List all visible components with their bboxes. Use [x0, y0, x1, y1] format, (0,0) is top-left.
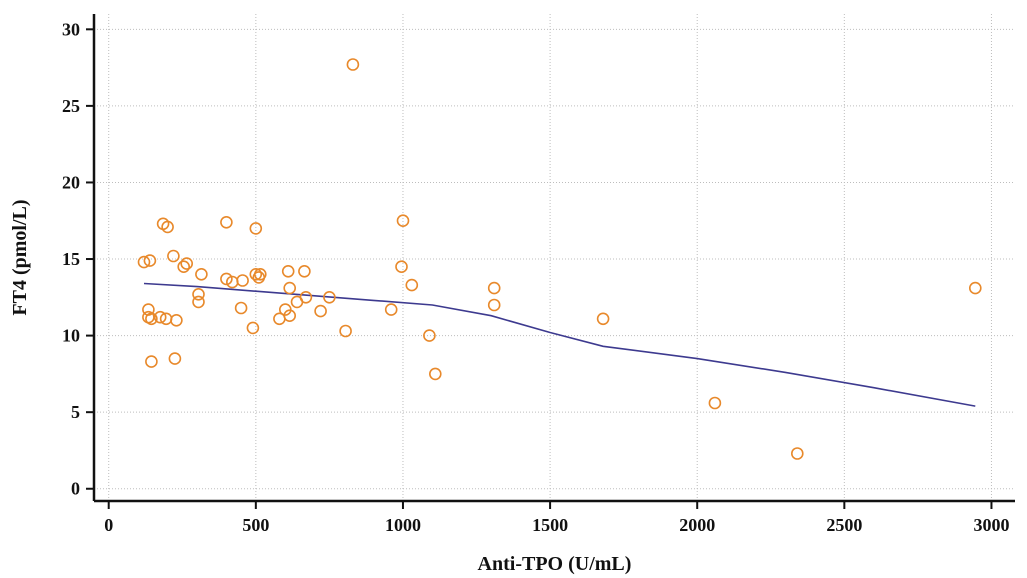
y-axis-ticks: 0 5 10 15 20 25 30 [62, 19, 94, 499]
x-tick-label: 2000 [679, 515, 715, 535]
data-point [145, 355, 158, 368]
data-point [153, 310, 167, 324]
data-point [246, 321, 260, 335]
data-point [487, 298, 501, 312]
data-point [314, 304, 327, 318]
data-point [220, 216, 233, 229]
data-point [170, 313, 183, 327]
data-point [790, 447, 804, 460]
data-point [346, 58, 360, 71]
data-point [236, 274, 249, 287]
data-point [192, 295, 205, 309]
trend-line-layer [143, 282, 976, 407]
axes [92, 14, 1015, 503]
trend-line [143, 282, 976, 407]
data-point [137, 255, 151, 269]
x-tick-label: 500 [242, 515, 269, 535]
data-point [283, 281, 297, 295]
data-point [167, 249, 180, 263]
x-tick-label: 1000 [385, 515, 421, 535]
data-point [428, 367, 442, 381]
data-point [220, 272, 233, 286]
data-point [180, 257, 193, 270]
y-tick-label: 10 [62, 326, 80, 346]
data-point [253, 267, 267, 281]
data-point [487, 281, 501, 295]
y-axis-title: FT4 (pmol/L) [9, 199, 31, 315]
x-tick-label: 3000 [973, 515, 1009, 535]
data-point [195, 267, 208, 281]
data-point [177, 260, 190, 274]
y-tick-label: 0 [71, 479, 80, 499]
data-point [161, 220, 174, 234]
y-tick-label: 15 [62, 249, 80, 269]
grid-lines [94, 14, 1015, 501]
data-point [298, 264, 311, 278]
data-point [596, 312, 610, 326]
data-point [395, 260, 408, 274]
data-point [299, 290, 313, 304]
data-points [137, 58, 982, 460]
data-point [168, 352, 182, 365]
data-point [423, 329, 436, 342]
x-tick-label: 2500 [826, 515, 862, 535]
data-point [281, 264, 295, 278]
y-tick-label: 30 [62, 19, 80, 39]
data-point [405, 278, 419, 292]
x-axis-ticks: 0 500 1000 1500 2000 2500 3000 [104, 501, 1009, 535]
data-point [192, 287, 205, 301]
data-point [249, 222, 263, 235]
data-point [339, 324, 352, 338]
y-tick-label: 25 [62, 96, 80, 116]
data-point [968, 281, 982, 295]
y-tick-label: 20 [62, 172, 80, 192]
data-point [384, 303, 398, 316]
data-point [283, 309, 297, 323]
data-point [323, 290, 336, 304]
data-point [143, 254, 157, 267]
data-point [708, 396, 722, 410]
data-point [234, 301, 248, 315]
data-point [249, 267, 263, 281]
x-axis-title: Anti-TPO (U/mL) [478, 553, 632, 575]
data-point [145, 312, 158, 326]
x-tick-label: 0 [104, 515, 113, 535]
data-point [396, 214, 410, 227]
x-tick-label: 1500 [532, 515, 568, 535]
y-tick-label: 5 [71, 402, 80, 422]
